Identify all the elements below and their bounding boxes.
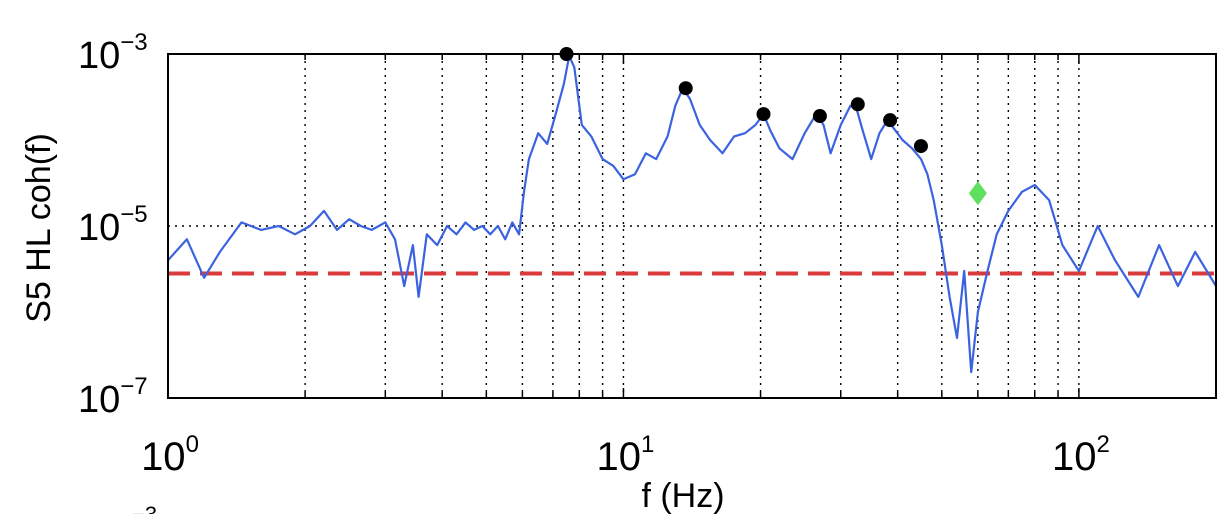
x-tick-label: 101 <box>597 431 655 479</box>
series-line <box>167 54 1217 374</box>
axis-ticks: 100 101 102 10−3 10−5 10−7 <box>78 29 1110 479</box>
peak-marker <box>678 81 693 96</box>
y-tick-label: 10−3 <box>78 29 148 77</box>
y-axis-title: S5 HL coh(f) <box>20 133 58 323</box>
peak-marker <box>883 113 898 128</box>
x-tick-label: 100 <box>141 431 199 479</box>
y-tick-label: 10−7 <box>78 373 148 421</box>
peak-markers <box>559 47 928 154</box>
y-tick-label: 10−5 <box>78 201 148 249</box>
x-tick-label: 102 <box>1052 431 1110 479</box>
peak-marker <box>756 107 771 122</box>
diamond-marker <box>968 181 987 206</box>
plot-frame <box>167 53 1217 399</box>
x-axis-title: f (Hz) <box>641 477 724 514</box>
peak-marker <box>913 139 928 154</box>
partial-next-panel-label: −3 <box>132 502 157 514</box>
peak-marker <box>850 97 865 112</box>
peak-marker <box>812 109 827 124</box>
